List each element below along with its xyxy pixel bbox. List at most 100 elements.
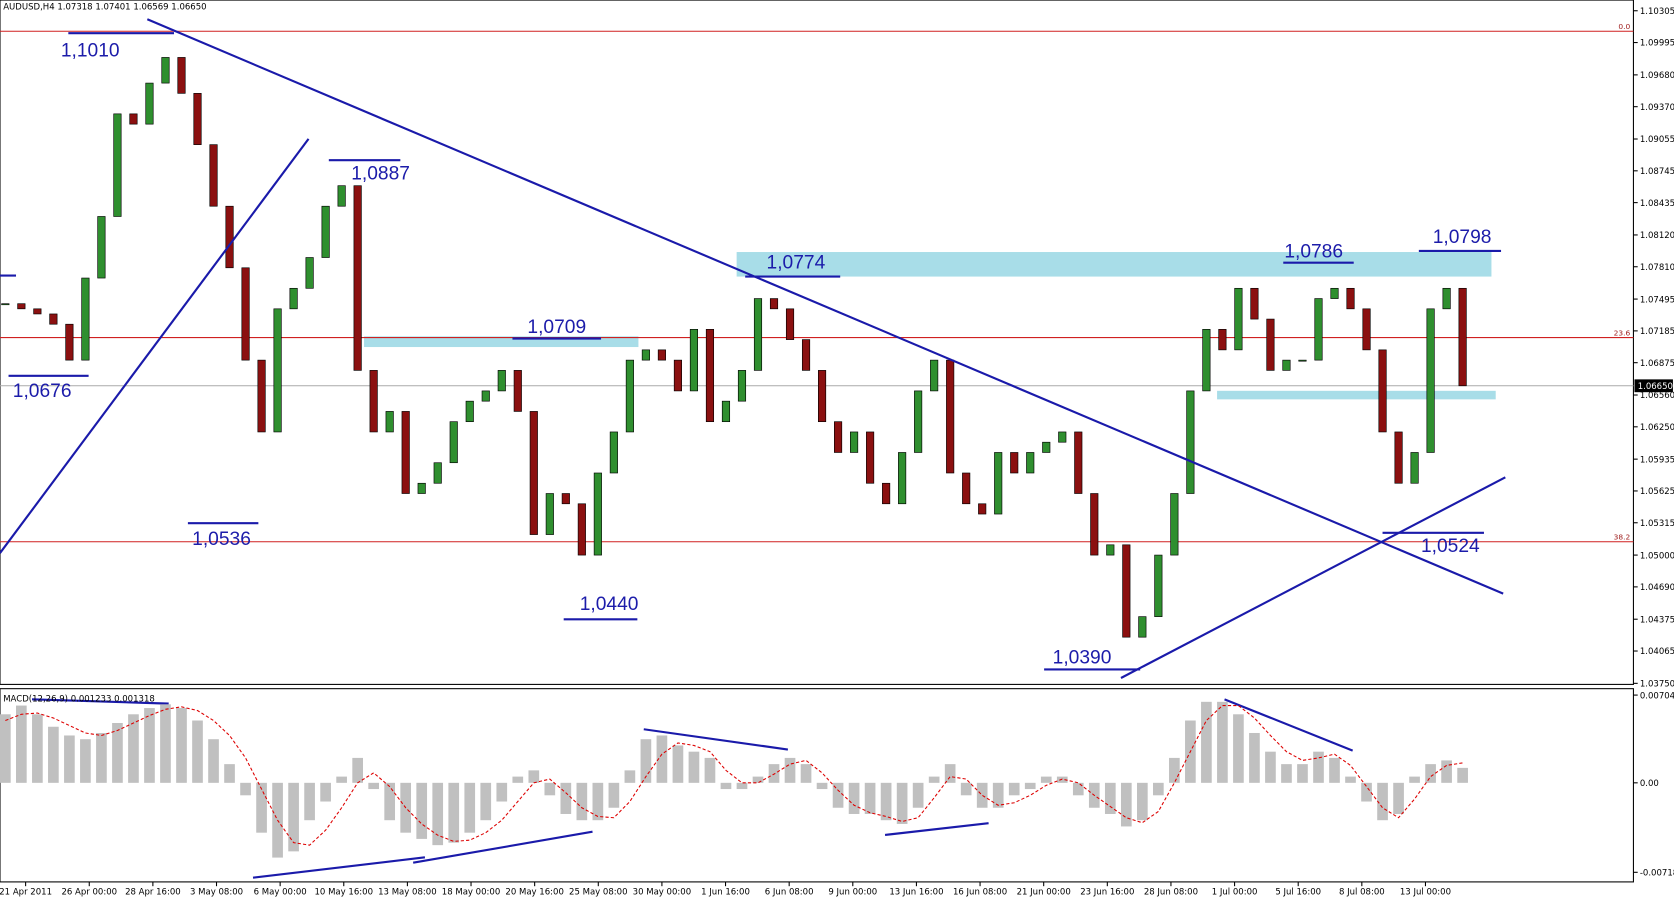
macd-bar [112, 723, 123, 783]
trendline [146, 18, 1504, 595]
x-tick-label: 10 May 16:00 [315, 888, 374, 898]
candle [529, 411, 538, 535]
macd-bar [560, 782, 572, 814]
candle [289, 287, 298, 310]
macd-bar [576, 782, 588, 821]
macd-bar [320, 782, 331, 802]
candle [65, 323, 74, 361]
macd-bar [624, 770, 636, 783]
macd-bar [1249, 732, 1260, 783]
zone [1217, 390, 1496, 400]
macd-bar [448, 782, 460, 843]
macd-bar [1457, 767, 1468, 783]
macd-bar [992, 782, 1004, 808]
candle [497, 370, 506, 392]
candle [481, 390, 490, 402]
macd-bar [800, 764, 812, 783]
price-annotation: 1,0676 [13, 381, 72, 402]
macd-bar [96, 732, 107, 783]
price-annotation: 1,0709 [527, 317, 586, 338]
candle [1378, 349, 1387, 433]
candle [721, 400, 731, 423]
macd-bar [1409, 776, 1420, 783]
candle [834, 421, 843, 453]
candle [401, 411, 410, 494]
x-tick-label: 13 Jun 16:00 [889, 888, 943, 898]
candle [1154, 554, 1163, 617]
y-tick-label: 1.09370 [1640, 103, 1674, 113]
macd-bar [1201, 701, 1212, 783]
candle [817, 370, 827, 423]
macd-bar [672, 745, 684, 783]
candle [657, 349, 666, 361]
candle [946, 359, 955, 474]
macd-bar [720, 782, 732, 790]
candle [97, 216, 106, 279]
y-tick-label: 1.05935 [1640, 455, 1674, 465]
macd-bar [1104, 782, 1116, 814]
candle [337, 185, 346, 207]
candle [801, 339, 811, 371]
macd-bar [144, 708, 155, 783]
y-tick-label: 1.05625 [1640, 487, 1674, 497]
candle [177, 57, 186, 94]
macd-bar [752, 776, 764, 783]
macd-bar [544, 782, 556, 796]
macd-title: MACD(12,26,9) 0.001233 0.001318 [3, 694, 155, 704]
macd-bar [1329, 757, 1340, 783]
y-tick-label: 1.08745 [1640, 167, 1674, 177]
macd-bar [528, 770, 540, 783]
macd-bar [208, 739, 219, 783]
macd-bar [1008, 782, 1020, 796]
macd-trendline [884, 822, 989, 836]
highlight-zones [364, 252, 1496, 400]
candle [1042, 441, 1051, 453]
trendlines [0, 18, 1506, 879]
macd-bar [464, 782, 476, 833]
current-price-box [1634, 379, 1673, 393]
macd-bar [224, 764, 235, 783]
candle [1266, 318, 1275, 371]
x-tick-label: 28 Jun 08:00 [1144, 888, 1198, 898]
y-tick-label: 1.04065 [1640, 647, 1674, 657]
y-tick-label: 0.007041 [1640, 691, 1674, 701]
candle [785, 308, 795, 340]
y-tick-label: 1.05000 [1640, 551, 1674, 561]
candle [930, 359, 939, 392]
candle [385, 411, 394, 433]
y-tick-label: 1.06875 [1640, 359, 1674, 369]
x-tick-label: 6 May 00:00 [254, 888, 307, 898]
price-annotation: 1,0536 [192, 529, 251, 550]
macd-bar [896, 782, 908, 824]
macd-trendline [31, 698, 169, 705]
macd-bar [480, 782, 492, 821]
macd-bar [1393, 782, 1404, 814]
current-price-label: 1.06650 [1638, 382, 1673, 392]
y-tick-label: 1.08120 [1640, 231, 1674, 241]
candle [577, 503, 586, 556]
candle [513, 370, 522, 412]
candle [1426, 308, 1435, 453]
fib-level-label: 38.2 [1614, 533, 1631, 542]
x-tick-label: 1 Jul 00:00 [1212, 888, 1258, 898]
candle [1186, 390, 1195, 494]
x-tick-label: 25 May 08:00 [569, 888, 628, 898]
macd-bar [496, 782, 508, 802]
macd-bar [384, 782, 396, 821]
price-annotation: 1,1010 [61, 40, 120, 61]
candle [225, 205, 234, 269]
macd-trendline [412, 830, 593, 864]
levels: 0.0 23.6 38.2 [0, 22, 1634, 543]
macd-trendline [252, 856, 426, 879]
macd-bar [1040, 776, 1052, 783]
price-annotation: 1,0440 [580, 594, 639, 615]
macd-bar [960, 782, 972, 796]
y-tick-label: 1.09995 [1640, 39, 1674, 49]
candle [689, 329, 698, 392]
price-annotation: 1,0786 [1284, 241, 1343, 262]
x-tick-label: 21 Apr 2011 [0, 888, 52, 898]
trendline [0, 138, 310, 554]
macd-bar [1281, 764, 1292, 783]
y-tick-label: 1.04690 [1640, 583, 1674, 593]
